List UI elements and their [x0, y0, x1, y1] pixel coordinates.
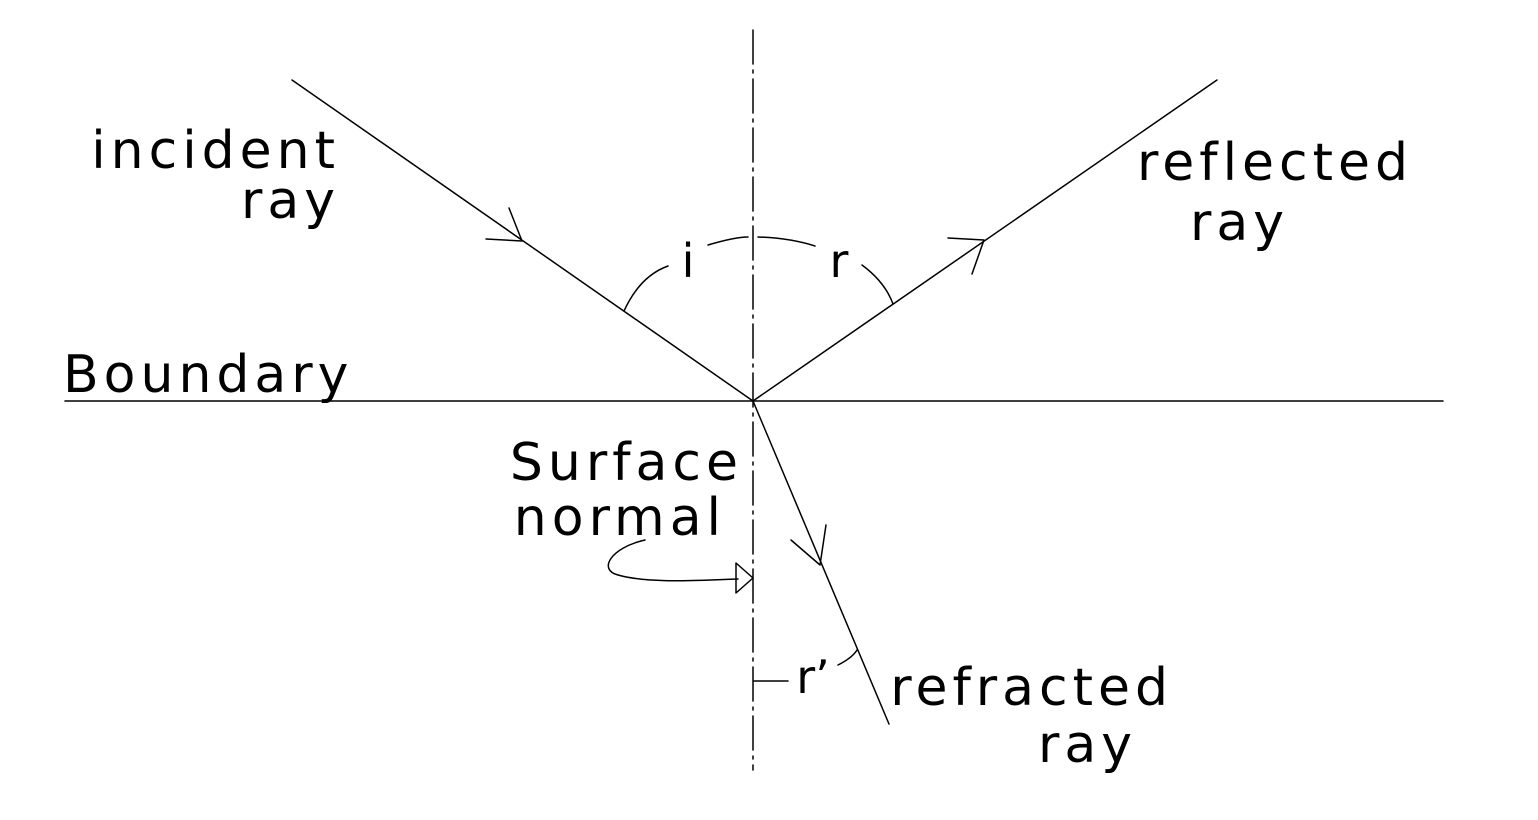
- reflection-angle-label: r: [830, 234, 849, 288]
- incident-ray-label: ray: [241, 171, 340, 231]
- refracted-ray-label: refracted: [890, 658, 1173, 718]
- incidence-angle-label: i: [682, 234, 695, 288]
- refracted-ray-label: ray: [1038, 715, 1137, 775]
- boundary-label: Boundary: [63, 345, 353, 405]
- reflected-ray-label: reflected: [1137, 133, 1413, 193]
- incident-ray-label: incident: [91, 121, 340, 181]
- incidence-angle-arc: [707, 236, 749, 246]
- refraction-angle-label: r’: [796, 650, 830, 704]
- surface-normal-label: Surface: [510, 433, 743, 493]
- reflected-ray: [752, 79, 1218, 402]
- refraction-angle-arc: [837, 649, 858, 666]
- reflection-angle-arc: [757, 236, 816, 247]
- refracted-arrowhead: [790, 524, 827, 566]
- reflected-arrowhead: [947, 237, 985, 275]
- reflected-ray-label: ray: [1190, 193, 1289, 253]
- surface-normal-label: normal: [514, 488, 726, 548]
- incident-arrowhead: [485, 207, 523, 242]
- normal-pointer-arrow: [607, 539, 739, 582]
- incidence-angle-arc: [623, 265, 669, 312]
- reflection-angle-arc: [861, 264, 894, 305]
- normal-pointer-arrowhead: [735, 562, 754, 594]
